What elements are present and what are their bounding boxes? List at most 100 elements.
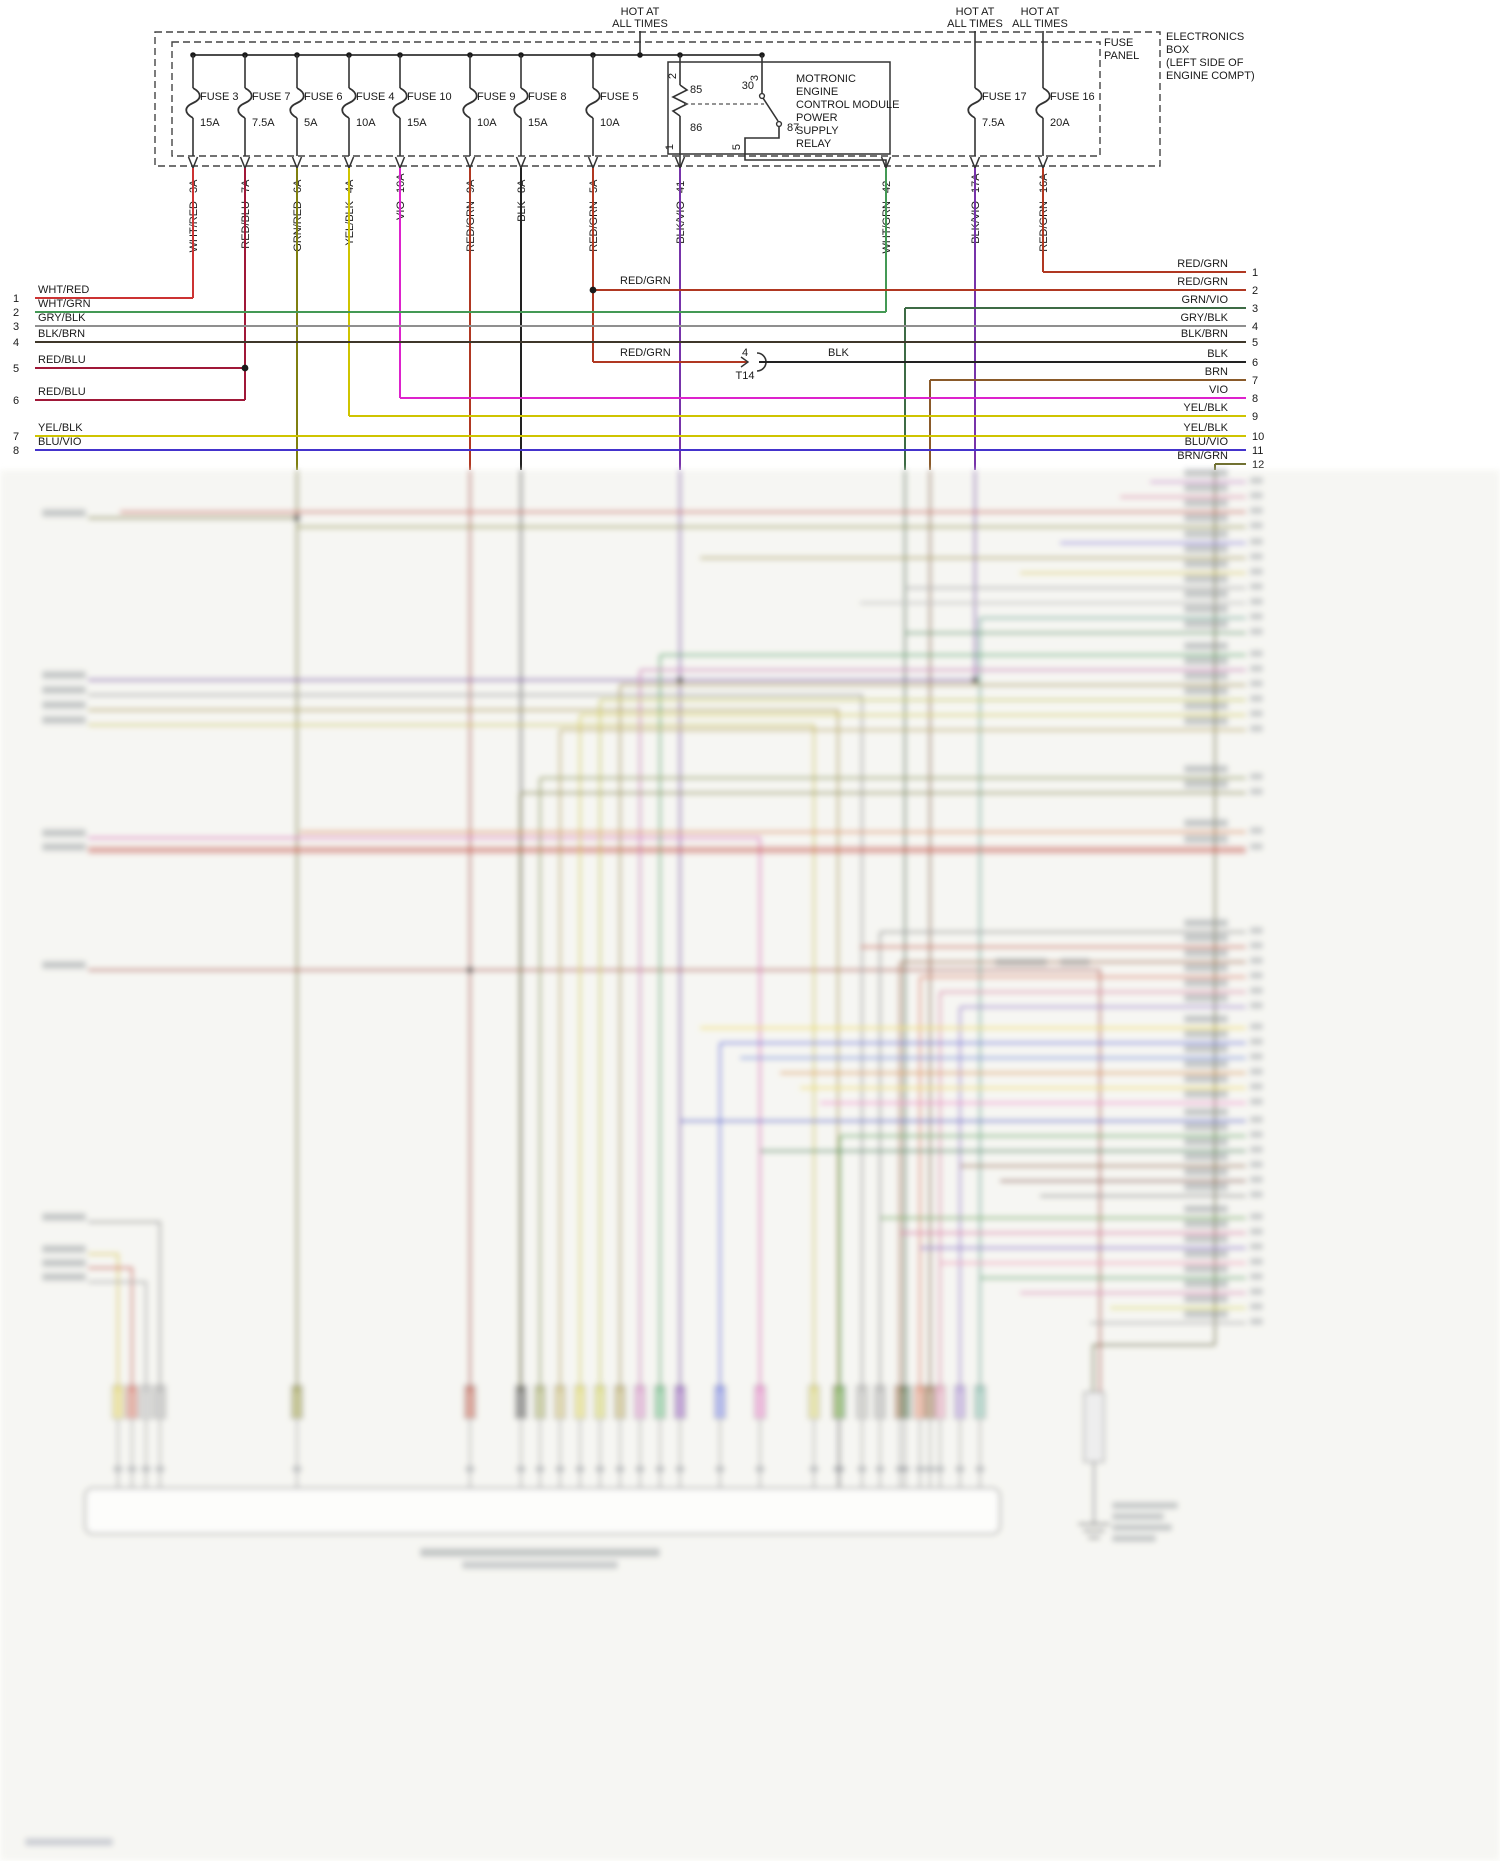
wire-color-label: GRY/BLK — [1181, 312, 1229, 324]
drop-42: 42WHT/GRN — [880, 156, 893, 312]
relay-contact — [758, 92, 766, 100]
blurred-text-blob — [575, 1466, 585, 1472]
fuse-name: FUSE 16 — [1050, 91, 1095, 103]
blurred-component — [1083, 1391, 1105, 1463]
hot-at-all-times-label: ALL TIMES — [1012, 18, 1068, 30]
relay-pin-86: 86 — [690, 122, 702, 134]
fuse-amps: 20A — [1050, 117, 1070, 129]
blurred-text-blob — [1250, 1068, 1263, 1075]
blurred-text-blob — [1250, 710, 1263, 717]
blurred-text-blob — [1184, 484, 1228, 492]
row-number: 3 — [13, 321, 19, 333]
blurred-text-blob — [595, 1466, 605, 1472]
blurred-text-blob — [420, 1548, 660, 1557]
blurred-connector-pin — [533, 1384, 547, 1420]
fuse-symbol-icon — [585, 87, 601, 119]
blurred-text-blob — [141, 1466, 151, 1472]
wire-color-label: RED/BLU — [38, 386, 86, 398]
blurred-text-blob — [1184, 1123, 1228, 1131]
row-number: 3 — [1252, 303, 1258, 315]
wire-color-label: RED/BLU — [38, 354, 86, 366]
relay-pin-87: 87 — [787, 122, 799, 134]
blurred-text-blob — [1250, 665, 1263, 672]
blurred-text-blob — [1250, 788, 1263, 795]
wire-color-label: BLU/VIO — [1185, 436, 1229, 448]
blurred-text-blob — [1250, 538, 1263, 545]
blurred-wire — [88, 968, 1102, 1392]
junction-dot — [971, 676, 979, 684]
blurred-text-blob — [995, 958, 1047, 966]
blurred-connector-pin — [514, 1384, 528, 1420]
blurred-wire — [1091, 1343, 1215, 1392]
blurred-text-blob — [1184, 672, 1228, 680]
wire-color-label: GRN/VIO — [1182, 294, 1229, 306]
junction-dot — [293, 514, 301, 522]
drop-5A: 5ARED/GRN — [587, 156, 600, 362]
relay-pin-85: 85 — [690, 84, 702, 96]
blurred-text-blob — [1184, 819, 1228, 827]
blurred-text-blob — [1184, 1183, 1228, 1191]
blurred-text-blob — [755, 1466, 765, 1472]
blurred-text-blob — [42, 716, 86, 724]
fuse-name: FUSE 5 — [600, 91, 639, 103]
blurred-text-blob — [1250, 1228, 1263, 1235]
row-number: 2 — [1252, 285, 1258, 297]
row-number: 12 — [1252, 459, 1264, 471]
blurred-text-blob — [1184, 1250, 1228, 1258]
drop-10A: 10AVIO — [394, 156, 407, 398]
relay-label: ENGINE — [796, 86, 838, 98]
drop-7A: 7ARED/BLU — [239, 156, 252, 400]
electronics-box-label: BOX — [1166, 44, 1190, 56]
blurred-connector-pin — [633, 1384, 647, 1420]
blurred-text-blob — [1250, 553, 1263, 560]
blurred-text-blob — [1250, 583, 1263, 590]
blurred-text-blob — [42, 1273, 86, 1281]
blurred-text-blob — [1250, 1318, 1263, 1325]
blurred-text-blob — [835, 1466, 845, 1472]
blurred-text-blob — [1250, 680, 1263, 687]
relay-switch-arm — [762, 97, 779, 122]
fuse-symbol-icon — [462, 87, 478, 119]
blurred-text-blob — [1112, 1535, 1156, 1542]
blurred-text-blob — [1250, 613, 1263, 620]
blurred-text-blob — [1184, 1108, 1228, 1116]
row-number: 10 — [1252, 431, 1264, 443]
blurred-connector-pin — [593, 1384, 607, 1420]
blurred-text-blob — [42, 961, 86, 969]
blurred-connector-pin — [125, 1384, 139, 1420]
blurred-wire — [88, 723, 816, 1392]
wire-color-label: RED/GRN — [620, 275, 671, 287]
fuse-symbol-icon — [289, 87, 305, 119]
blurred-text-blob — [42, 829, 86, 837]
blurred-text-blob — [1250, 957, 1263, 964]
drop-4A: 4AYEL/BLK — [343, 156, 356, 416]
row-number: 1 — [1252, 267, 1258, 279]
blurred-connector-pin — [139, 1384, 153, 1420]
blurred-text-blob — [1184, 1090, 1228, 1098]
hot-at-all-times-label: ALL TIMES — [947, 18, 1003, 30]
blurred-text-blob — [1250, 492, 1263, 499]
blurred-text-blob — [1250, 1273, 1263, 1280]
fuse-name: FUSE 8 — [528, 91, 567, 103]
blurred-text-blob — [1184, 605, 1228, 613]
blurred-text-blob — [955, 1466, 965, 1472]
blurred-connector-pin — [573, 1384, 587, 1420]
wire-color-label: WHT/RED — [38, 284, 89, 296]
fuse-panel-label: FUSE — [1104, 37, 1133, 49]
relay-label: CONTROL MODULE — [796, 99, 900, 111]
blurred-text-blob — [42, 686, 86, 694]
wire-color-label: YEL/BLK — [1183, 422, 1228, 434]
fuse-amps: 15A — [200, 117, 220, 129]
fuse-3: FUSE 6 5A — [289, 55, 343, 156]
blurred-text-blob — [935, 1466, 945, 1472]
blurred-text-blob — [1184, 919, 1228, 927]
blurred-text-blob — [1250, 1213, 1263, 1220]
blurred-text-blob — [1184, 994, 1228, 1002]
fuse-name: FUSE 7 — [252, 91, 291, 103]
blurred-text-blob — [1184, 1235, 1228, 1243]
blurred-text-blob — [1184, 1220, 1228, 1228]
blurred-text-blob — [1250, 927, 1263, 934]
